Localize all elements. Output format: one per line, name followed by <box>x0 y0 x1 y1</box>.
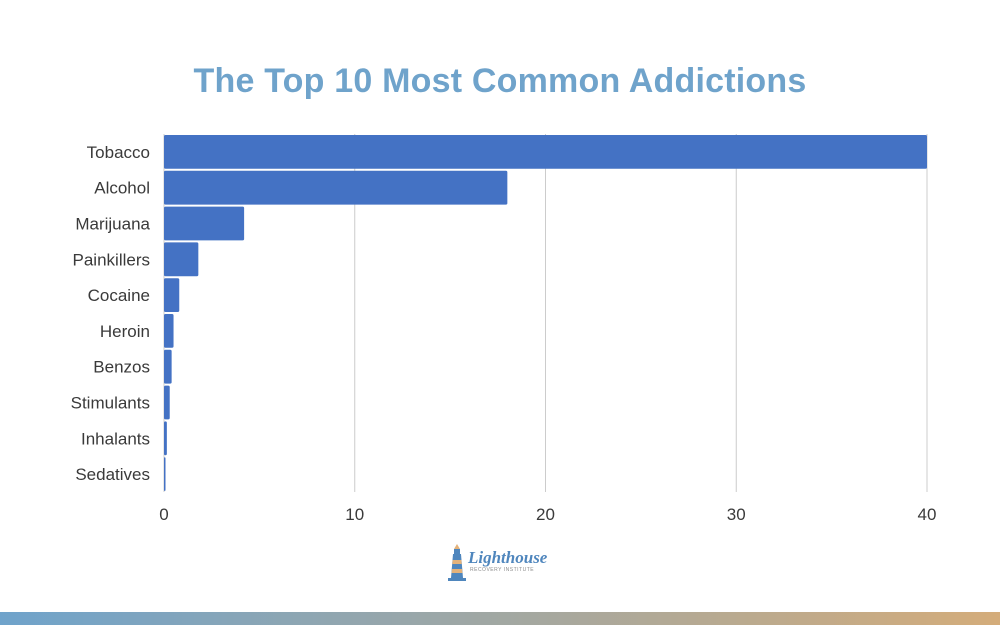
bar-tobacco <box>164 135 927 169</box>
bar-cocaine <box>164 278 180 312</box>
category-label: Sedatives <box>75 465 150 484</box>
bars <box>164 135 927 491</box>
bar-benzos <box>164 349 172 384</box>
x-axis-tick-labels: 0 10 20 30 40 <box>159 505 936 524</box>
bar-painkillers <box>164 242 199 277</box>
bar-heroin <box>164 314 174 348</box>
logo-subtitle: RECOVERY INSTITUTE <box>470 567 535 573</box>
category-label: Stimulants <box>71 394 150 413</box>
category-label: Painkillers <box>73 250 150 269</box>
x-tick-label: 20 <box>536 505 555 524</box>
x-tick-label: 0 <box>159 505 168 524</box>
lighthouse-icon <box>448 544 466 581</box>
category-label: Benzos <box>93 358 150 377</box>
category-label: Heroin <box>100 322 150 341</box>
bar-alcohol <box>164 170 508 205</box>
footer-gradient-bar <box>0 612 1000 625</box>
bar-sedatives <box>164 457 166 491</box>
bar-stimulants <box>164 385 170 420</box>
category-label: Cocaine <box>88 286 150 305</box>
lighthouse-logo: Lighthouse RECOVERY INSTITUTE <box>446 542 556 584</box>
bar-inhalants <box>164 421 167 456</box>
category-labels: Tobacco Alcohol Marijuana Painkillers Cocain… <box>71 143 151 484</box>
x-tick-label: 30 <box>727 505 746 524</box>
category-label: Tobacco <box>87 143 150 162</box>
logo-name: Lighthouse <box>468 548 548 567</box>
category-label: Inhalants <box>81 429 150 448</box>
category-label: Marijuana <box>75 215 150 234</box>
x-tick-label: 40 <box>918 505 937 524</box>
category-label: Alcohol <box>94 179 150 198</box>
bar-marijuana <box>164 206 245 241</box>
chart-title: The Top 10 Most Common Addictions <box>193 62 807 100</box>
x-tick-label: 10 <box>345 505 364 524</box>
